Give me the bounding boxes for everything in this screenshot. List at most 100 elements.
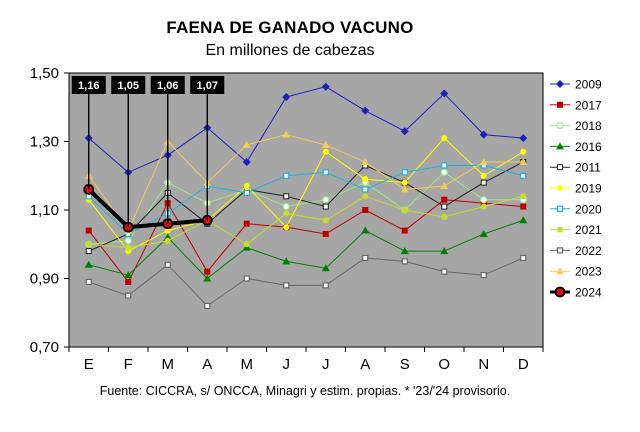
callout-1,06: 1,06 [150,76,185,224]
y-tick-label: 1,30 [30,134,59,151]
legend-marker [556,267,564,275]
point-2019 [362,176,369,183]
x-tick-label: N [478,356,489,373]
callout-label: 1,16 [78,80,99,92]
series-line-2018 [88,171,524,245]
legend-marker [556,80,564,88]
x-tick-label: J [283,356,291,373]
legend-marker [556,205,564,212]
point-2022 [283,282,290,289]
legend-marker [554,286,566,298]
point-2016 [361,226,370,234]
series-line-2023 [88,134,524,232]
x-tick-label: A [202,356,212,373]
series-line-2019 [88,137,524,252]
legend-item-2016: 2016 [550,140,602,154]
x-tick-label: A [360,356,370,373]
callout-box [150,76,185,94]
callout-box [111,76,146,94]
legend-item-2017: 2017 [550,98,602,112]
point-2021 [362,193,369,200]
series-layer [83,82,528,309]
legend-marker [557,185,563,191]
x-tick-label: O [438,356,450,373]
point-2016 [321,264,330,272]
point-2011 [480,179,487,186]
point-2009 [479,130,488,139]
legend-item-2011: 2011 [550,161,601,175]
point-2017 [441,196,448,203]
point-2016 [203,274,212,282]
point-2022 [243,275,250,282]
legend-label: 2009 [575,78,602,92]
legend-marker [556,247,564,254]
legend-label: 2018 [575,119,602,133]
point-2016 [440,247,449,255]
series-2022 [85,254,527,309]
legend-label: 2024 [575,286,602,300]
x-tick-label: J [322,356,330,373]
callout-label: 1,05 [118,80,139,92]
point-2018 [322,196,330,204]
point-2017 [401,227,408,234]
point-2009 [361,106,370,115]
point-2018 [282,202,290,211]
x-tick-label: M [241,356,254,373]
point-2009 [242,158,251,167]
legend-label: 2019 [575,182,602,196]
point-2021 [125,244,132,251]
legend-item-2018: 2018 [550,119,602,133]
point-2022 [85,278,92,286]
point-2023 [479,158,488,166]
legend-item-2019: 2019 [550,182,602,196]
series-line-2022 [88,257,524,307]
point-2011 [441,203,448,210]
series-line-2024 [87,188,208,230]
point-2020 [520,172,527,179]
point-2016 [479,229,488,237]
legend-label: 2016 [575,140,602,154]
point-2021 [480,203,487,210]
point-2022 [164,261,171,268]
point-2022 [125,292,132,299]
legend-label: 2011 [575,161,601,175]
point-2017 [85,227,92,234]
point-2017 [322,230,329,237]
point-2019 [283,224,290,231]
point-2019 [520,148,527,155]
point-2020 [243,189,250,196]
legend-label: 2017 [575,98,602,112]
point-2021 [322,217,329,224]
point-2011 [283,193,290,200]
series-line-2011 [88,161,524,252]
y-tick-label: 1,10 [30,202,59,219]
point-2021 [401,207,408,213]
point-2018 [480,196,488,204]
legend-item-2020: 2020 [550,202,602,216]
callout-label: 1,06 [157,80,178,92]
legend-item-2024: 2024 [550,286,602,300]
chart-title: FAENA DE GANADO VACUNO [166,18,414,37]
point-2021 [85,241,92,248]
point-2016 [519,216,528,224]
legend-marker [557,226,563,233]
point-2021 [441,213,448,220]
point-2016 [282,257,291,265]
point-2009 [282,92,291,101]
legend-marker [557,101,563,108]
point-2023 [400,185,409,193]
chart-subtitle: En millones de cabezas [205,42,375,59]
point-2016 [84,260,93,268]
point-2019 [480,172,487,179]
point-2011 [85,248,92,255]
source-note: Fuente: CICCRA, s/ ONCCA, Minagri y esti… [99,384,511,398]
legend-label: 2022 [575,244,602,258]
point-2021 [520,193,527,200]
point-2022 [362,254,369,262]
x-tick-label: F [124,356,133,373]
point-2023 [242,140,251,148]
y-tick-label: 1,50 [30,65,59,82]
series-line-2009 [88,86,524,173]
x-tick-label: S [400,356,410,373]
